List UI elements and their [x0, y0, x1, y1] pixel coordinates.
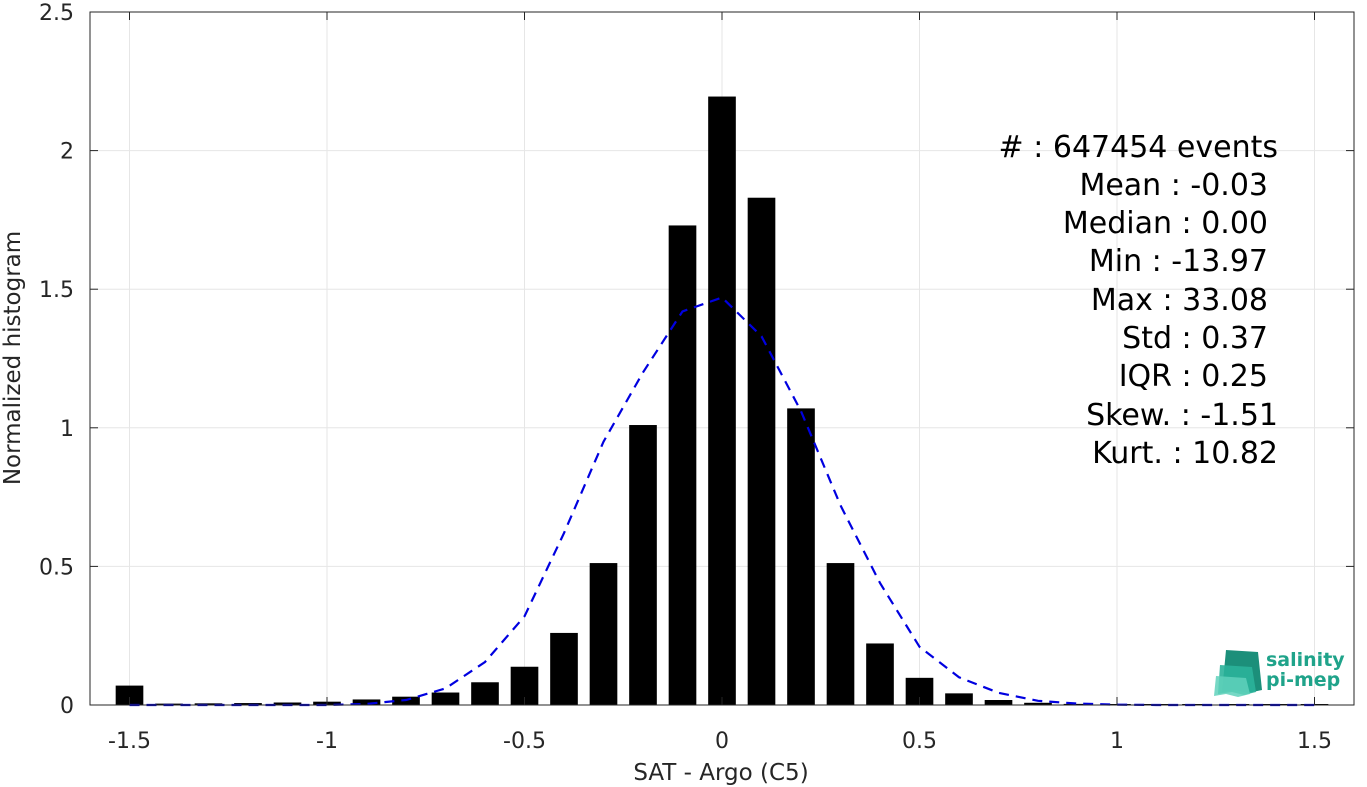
y-tick-label: 1	[60, 417, 74, 442]
histogram-bar	[550, 632, 578, 705]
histogram-bar	[866, 643, 894, 705]
histogram-bar	[273, 702, 302, 705]
stats-mean: Mean : -0.03	[1079, 168, 1268, 203]
y-tick-label: 0.5	[39, 555, 74, 580]
x-tick-label: -1	[316, 729, 338, 754]
y-tick-label: 2	[60, 140, 74, 165]
stats-median: Median : 0.00	[1063, 206, 1268, 241]
y-axis-title: Normalized histogram	[0, 231, 26, 485]
x-axis-title: SAT - Argo (C5)	[633, 760, 808, 786]
x-tick-label: 1	[1110, 729, 1124, 754]
histogram-bar	[115, 685, 144, 705]
stats-box: # : 647454 events Mean : -0.03 Median : …	[999, 130, 1278, 471]
histogram-bar	[945, 693, 973, 705]
histogram-bar	[1063, 703, 1092, 705]
logo-line2: pi-mep	[1266, 669, 1340, 691]
logo-line1: salinity	[1266, 649, 1345, 671]
y-tick-label: 1.5	[39, 278, 74, 303]
stats-count: # : 647454 events	[999, 130, 1278, 165]
stats-min: Min : -13.97	[1089, 244, 1268, 279]
histogram-bar	[708, 96, 736, 705]
x-tick-label: -1.5	[108, 729, 151, 754]
x-axis-ticks: -1.5 -1 -0.5 0 0.5 1 1.5	[108, 12, 1332, 754]
histogram-bar	[787, 408, 815, 705]
y-tick-label: 2.5	[39, 1, 74, 26]
stats-kurt: Kurt. : 10.82	[1092, 436, 1278, 471]
y-tick-label: 0	[60, 694, 74, 719]
x-tick-label: 0.5	[902, 729, 937, 754]
histogram-bar	[471, 682, 499, 705]
histogram-bar	[1024, 702, 1052, 705]
x-tick-label: -0.5	[503, 729, 546, 754]
histogram-bar	[984, 700, 1013, 705]
histogram-bar	[668, 225, 697, 705]
wave-logo-icon	[1214, 650, 1262, 697]
stats-max: Max : 33.08	[1091, 283, 1268, 318]
stats-std: Std : 0.37	[1122, 321, 1268, 356]
histogram-bar	[629, 425, 657, 705]
histogram-bar	[352, 699, 381, 705]
salinity-pi-mep-logo: salinity pi-mep	[1214, 649, 1345, 697]
y-axis-ticks: 0 0.5 1 1.5 2 2.5	[39, 1, 1354, 719]
histogram-bar	[234, 703, 262, 705]
histogram-bar	[431, 692, 460, 705]
histogram-bar	[194, 703, 223, 705]
histogram-bar	[747, 197, 776, 705]
x-tick-label: 1.5	[1297, 729, 1332, 754]
stats-iqr: IQR : 0.25	[1119, 359, 1268, 394]
histogram-bar	[589, 563, 618, 705]
x-tick-label: 0	[715, 729, 729, 754]
bars	[115, 96, 1329, 705]
histogram-bar	[826, 563, 855, 705]
stats-skew: Skew. : -1.51	[1086, 398, 1278, 433]
